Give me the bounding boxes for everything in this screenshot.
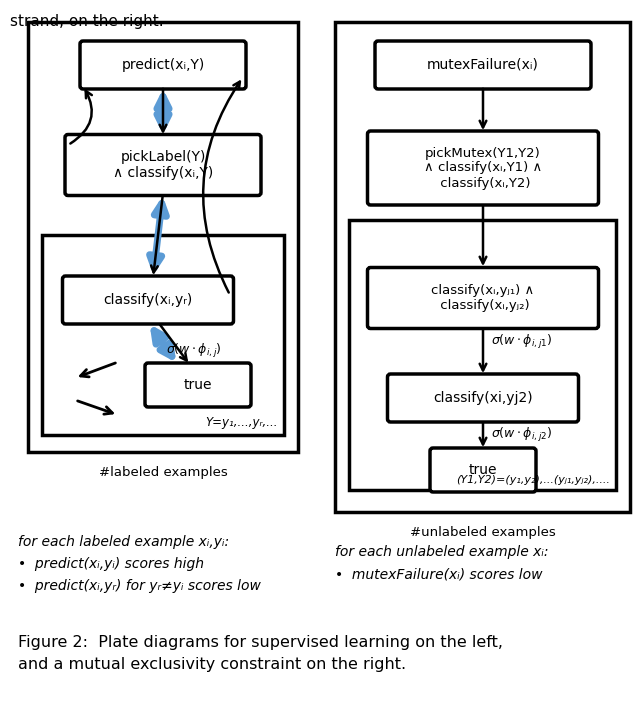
- FancyBboxPatch shape: [367, 268, 598, 329]
- Bar: [335, 22, 630, 512]
- FancyBboxPatch shape: [387, 374, 579, 422]
- Text: pickLabel(Y)
∧ classify(xᵢ,Y): pickLabel(Y) ∧ classify(xᵢ,Y): [113, 150, 213, 180]
- Text: (Y1,Y2)=(y₁,y₂),...(yⱼ₁,yⱼ₂),....: (Y1,Y2)=(y₁,y₂),...(yⱼ₁,yⱼ₂),....: [456, 475, 610, 485]
- Bar: [28, 22, 298, 452]
- Text: Y=y₁,...,yᵣ,...: Y=y₁,...,yᵣ,...: [205, 416, 278, 429]
- Text: true: true: [468, 463, 497, 477]
- Text: for each unlabeled example xᵢ:: for each unlabeled example xᵢ:: [335, 545, 548, 559]
- Text: •  predict(xᵢ,yᵣ) for yᵣ≠yᵢ scores low: • predict(xᵢ,yᵣ) for yᵣ≠yᵢ scores low: [18, 579, 261, 593]
- Text: $\sigma(w \cdot \phi_{i,j})$: $\sigma(w \cdot \phi_{i,j})$: [166, 342, 221, 360]
- FancyBboxPatch shape: [80, 41, 246, 89]
- Text: classify(xi,yj2): classify(xi,yj2): [433, 391, 533, 405]
- Text: mutexFailure(xᵢ): mutexFailure(xᵢ): [427, 58, 539, 72]
- Text: #labeled examples: #labeled examples: [99, 466, 227, 479]
- FancyBboxPatch shape: [65, 135, 261, 195]
- Text: #unlabeled examples: #unlabeled examples: [410, 526, 556, 539]
- Text: classify(xᵢ,yᵣ): classify(xᵢ,yᵣ): [104, 293, 193, 307]
- FancyBboxPatch shape: [375, 41, 591, 89]
- Text: •  mutexFailure(xᵢ) scores low: • mutexFailure(xᵢ) scores low: [335, 567, 543, 581]
- Bar: [42, 235, 284, 435]
- Bar: [349, 220, 616, 490]
- FancyBboxPatch shape: [63, 276, 234, 324]
- FancyBboxPatch shape: [430, 448, 536, 492]
- Text: •  predict(xᵢ,yᵢ) scores high: • predict(xᵢ,yᵢ) scores high: [18, 557, 204, 571]
- FancyBboxPatch shape: [145, 363, 251, 407]
- Text: classify(xᵢ,yⱼ₁) ∧
 classify(xᵢ,yⱼ₂): classify(xᵢ,yⱼ₁) ∧ classify(xᵢ,yⱼ₂): [431, 284, 534, 312]
- Text: strand, on the right.: strand, on the right.: [10, 14, 164, 29]
- Text: pickMutex(Y1,Y2)
∧ classify(xᵢ,Y1) ∧
 classify(xᵢ,Y2): pickMutex(Y1,Y2) ∧ classify(xᵢ,Y1) ∧ cla…: [424, 147, 542, 190]
- Text: predict(xᵢ,Y): predict(xᵢ,Y): [122, 58, 205, 72]
- Text: for each labeled example xᵢ,yᵢ:: for each labeled example xᵢ,yᵢ:: [18, 535, 229, 549]
- Text: and a mutual exclusivity constraint on the right.: and a mutual exclusivity constraint on t…: [18, 657, 406, 672]
- Text: true: true: [184, 378, 212, 392]
- FancyBboxPatch shape: [367, 131, 598, 205]
- Text: $\sigma(w \cdot \phi_{i,j1})$: $\sigma(w \cdot \phi_{i,j1})$: [491, 333, 552, 351]
- Text: Figure 2:  Plate diagrams for supervised learning on the left,: Figure 2: Plate diagrams for supervised …: [18, 635, 503, 650]
- Text: $\sigma(w \cdot \phi_{i,j2})$: $\sigma(w \cdot \phi_{i,j2})$: [491, 426, 552, 444]
